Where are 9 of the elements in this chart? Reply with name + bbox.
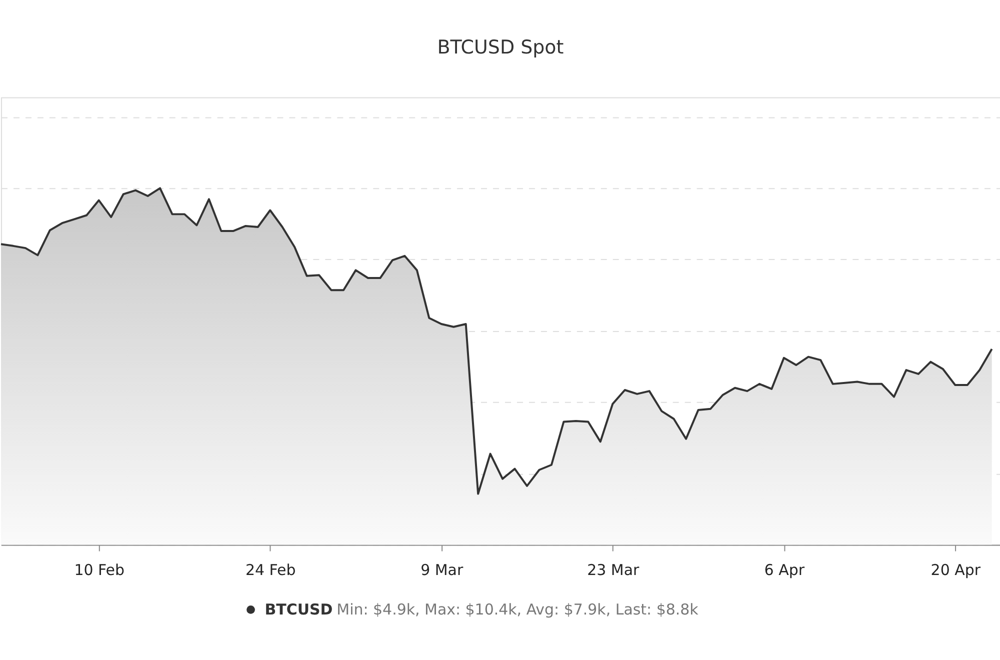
x-tick-label: 24 Feb: [245, 561, 296, 580]
text: Min: $4.9k, Max: $10.4k, Avg: $7.9k, Last: $8.8k: [336, 600, 699, 619]
x-tick-label: 23 Mar: [587, 561, 640, 580]
x-tick-label: 6 Apr: [764, 561, 806, 580]
x-tick-label: 20 Apr: [930, 561, 982, 580]
x-tick-label: 10 Feb: [74, 561, 125, 580]
x-tick-label: 9 Mar: [420, 561, 464, 580]
chart-title: BTCUSD Spot: [437, 36, 564, 58]
legend-label: BTCUSD: [264, 600, 333, 619]
